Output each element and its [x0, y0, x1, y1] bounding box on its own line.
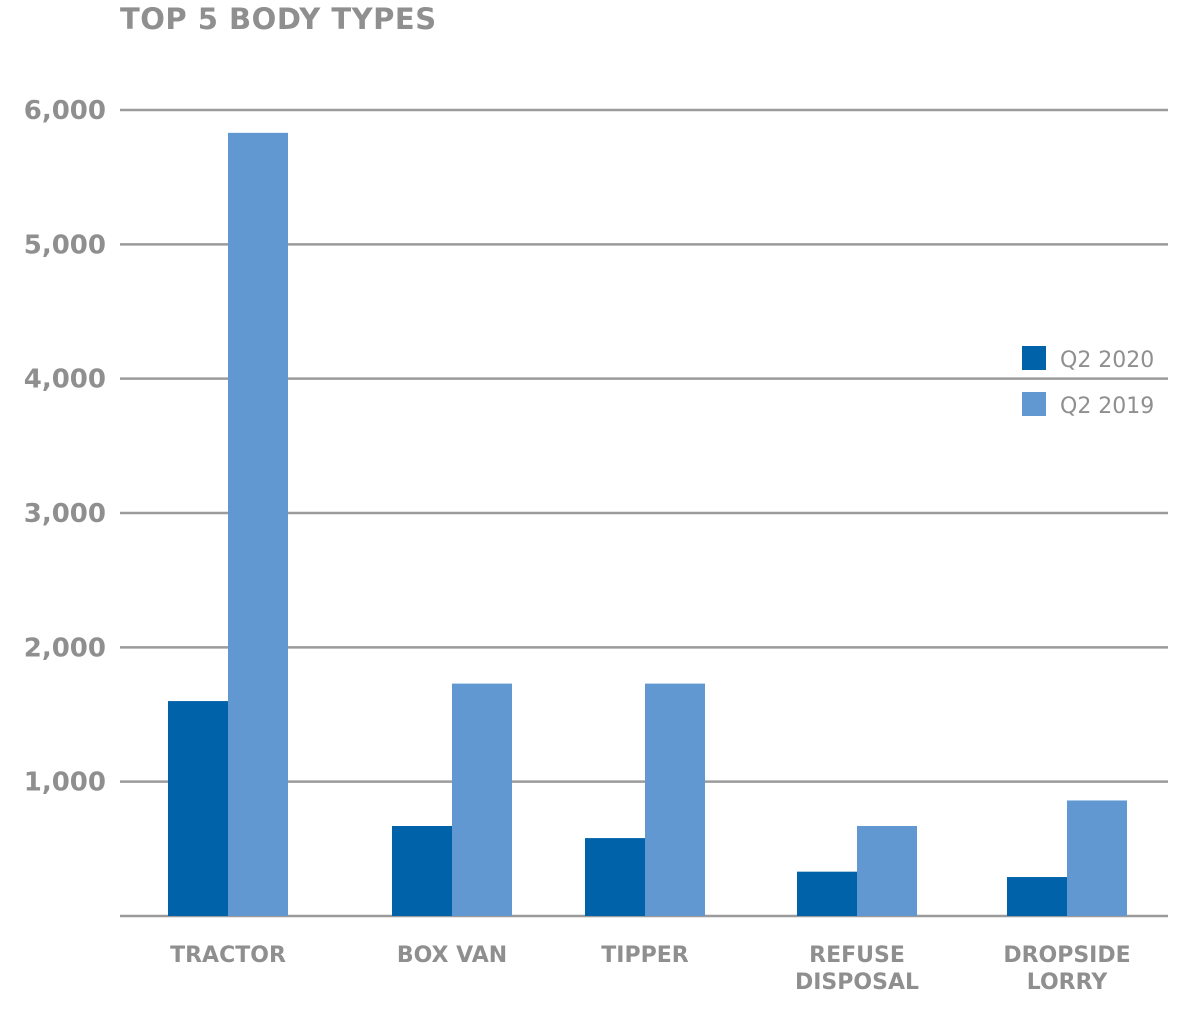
bar-q2-2020 — [392, 825, 452, 916]
bar-q2-2019 — [857, 825, 917, 916]
gridlines — [120, 108, 1168, 918]
x-axis-tick-labels: TRACTOR BOX VAN TIPPER REFUSE DISPOSAL DROPSI… — [170, 943, 1131, 995]
y-tick-label: 4,000 — [24, 365, 106, 395]
bar-q2-2019 — [452, 683, 512, 916]
y-tick-label: 6,000 — [24, 96, 106, 126]
x-tick-label: DROPSIDE LORRY — [1003, 943, 1130, 995]
bar-q2-2019 — [1067, 800, 1127, 916]
y-tick-label: 5,000 — [24, 230, 106, 260]
legend: Q2 2020 Q2 2019 — [1022, 346, 1154, 419]
x-tick-label: TIPPER — [601, 943, 688, 968]
y-tick-label: 1,000 — [24, 768, 106, 798]
y-tick-label: 3,000 — [24, 499, 106, 529]
bar-q2-2019 — [228, 132, 288, 916]
bar-q2-2020 — [168, 701, 228, 916]
legend-label: Q2 2019 — [1060, 394, 1154, 419]
x-tick-label: TRACTOR — [170, 943, 286, 968]
chart-title: TOP 5 BODY TYPES — [120, 2, 437, 36]
bar-q2-2019 — [645, 683, 705, 916]
x-tick-label: REFUSE DISPOSAL — [795, 943, 919, 995]
legend-swatch — [1022, 346, 1046, 370]
y-axis-tick-labels: 1,000 2,000 3,000 4,000 5,000 6,000 — [24, 96, 106, 798]
bar-q2-2020 — [585, 838, 645, 916]
bar-q2-2020 — [1007, 877, 1067, 916]
legend-label: Q2 2020 — [1060, 348, 1154, 373]
x-tick-label: BOX VAN — [397, 943, 507, 968]
bar-q2-2020 — [797, 871, 857, 916]
legend-swatch — [1022, 392, 1046, 416]
bars — [168, 132, 1127, 916]
y-tick-label: 2,000 — [24, 633, 106, 663]
